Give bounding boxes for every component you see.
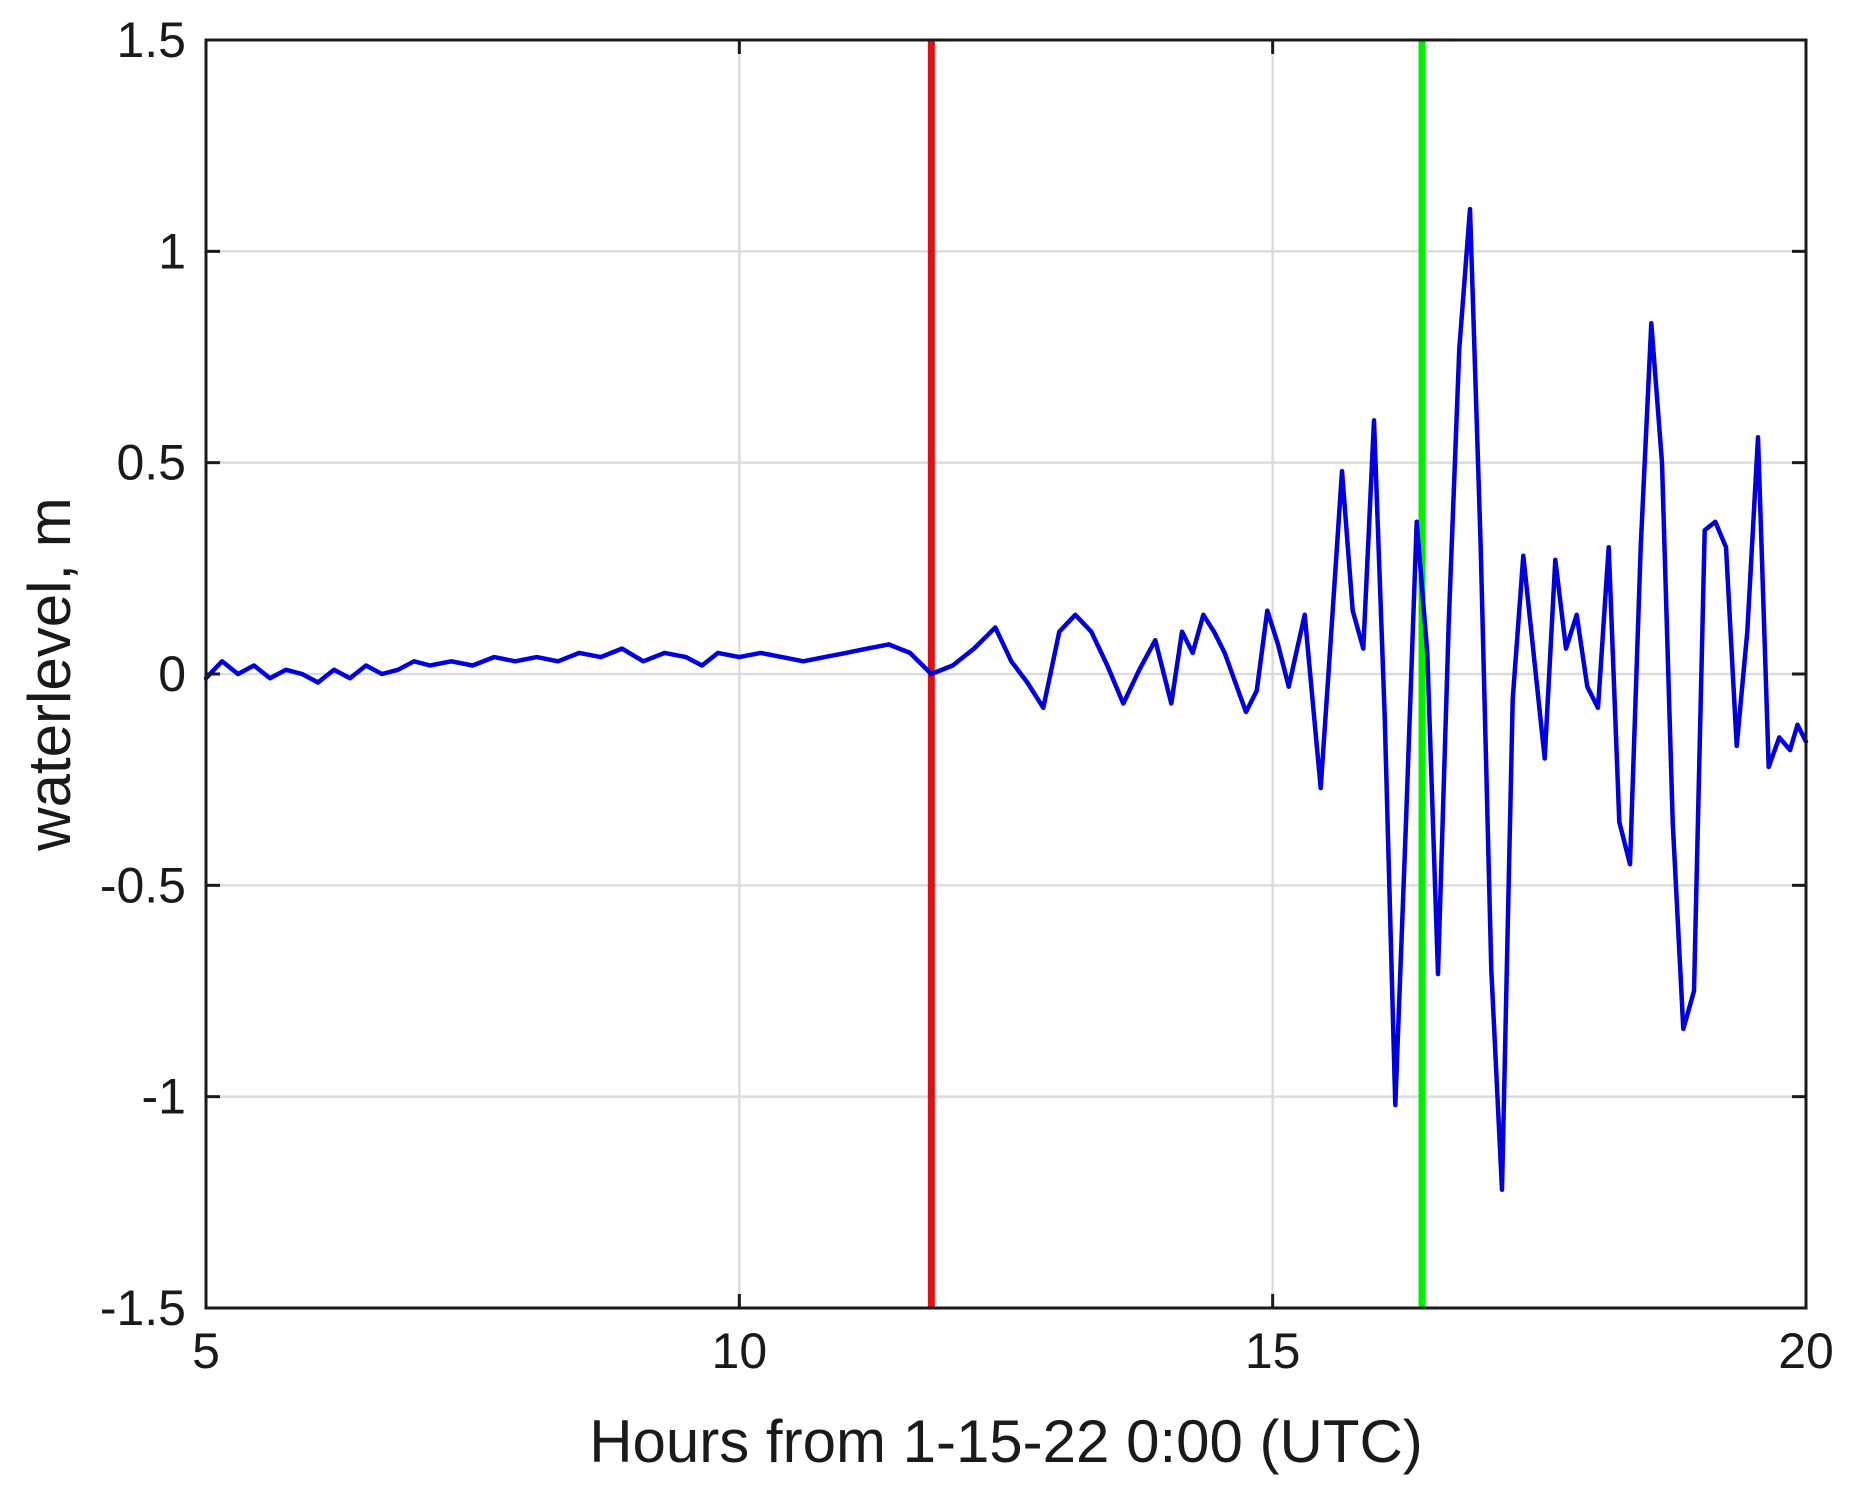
x-tick-label: 5 [192,1323,220,1379]
grid [206,40,1806,1308]
y-tick-label: 1 [158,223,186,279]
y-tick-label: -1 [142,1069,186,1125]
y-tick-label: 0 [158,646,186,702]
series-line [203,206,1809,1192]
y-tick-label: -0.5 [100,857,186,913]
y-tick-label: 1.5 [116,12,186,68]
x-tick-label: 20 [1778,1323,1834,1379]
x-axis-label: Hours from 1-15-22 0:00 (UTC) [589,1408,1423,1475]
y-axis-label: waterlevel, m [16,497,83,851]
series-layer [203,206,1809,1192]
ticks: 5 10 15 20 -1.5 -1 -0.5 0 0.5 1 1.5 [100,12,1834,1379]
x-tick-label: 15 [1245,1323,1301,1379]
y-tick-label: -1.5 [100,1280,186,1336]
x-tick-label: 10 [712,1323,768,1379]
y-tick-label: 0.5 [116,435,186,491]
